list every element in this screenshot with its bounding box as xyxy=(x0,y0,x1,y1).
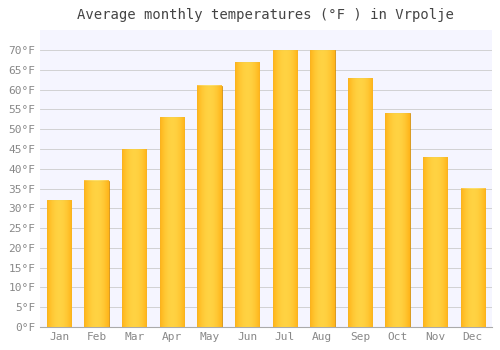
Bar xyxy=(235,62,260,327)
Title: Average monthly temperatures (°F ) in Vrpolje: Average monthly temperatures (°F ) in Vr… xyxy=(78,8,454,22)
Bar xyxy=(84,181,109,327)
Bar xyxy=(386,113,410,327)
Bar xyxy=(47,200,71,327)
Bar xyxy=(348,78,372,327)
Bar xyxy=(122,149,146,327)
Bar xyxy=(460,189,485,327)
Bar xyxy=(198,86,222,327)
Bar xyxy=(310,50,334,327)
Bar xyxy=(160,117,184,327)
Bar xyxy=(272,50,297,327)
Bar xyxy=(423,157,448,327)
